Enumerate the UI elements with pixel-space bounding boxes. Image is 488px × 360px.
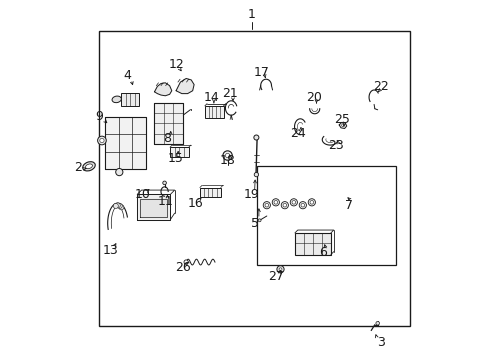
Circle shape — [258, 219, 261, 222]
Bar — [170, 147, 188, 157]
Circle shape — [116, 168, 122, 176]
Text: 13: 13 — [102, 244, 118, 257]
Bar — [121, 93, 139, 106]
Text: 11: 11 — [157, 195, 173, 208]
Circle shape — [113, 203, 118, 208]
Ellipse shape — [112, 96, 121, 103]
Circle shape — [341, 124, 344, 127]
Polygon shape — [153, 103, 183, 144]
Text: 25: 25 — [334, 113, 349, 126]
Circle shape — [276, 266, 284, 273]
Text: 6: 6 — [318, 246, 326, 258]
Circle shape — [291, 201, 295, 204]
Circle shape — [289, 199, 297, 206]
Circle shape — [163, 181, 166, 185]
Circle shape — [264, 203, 268, 207]
Text: 16: 16 — [187, 197, 203, 210]
Circle shape — [272, 199, 279, 206]
Text: 21: 21 — [222, 87, 238, 100]
Circle shape — [117, 203, 122, 208]
Text: 14: 14 — [203, 91, 219, 104]
Text: 3: 3 — [377, 336, 385, 349]
Circle shape — [254, 172, 258, 177]
Polygon shape — [140, 199, 167, 217]
Ellipse shape — [85, 164, 92, 169]
Text: 7: 7 — [344, 199, 352, 212]
Circle shape — [253, 135, 258, 140]
Circle shape — [100, 138, 104, 143]
Text: 15: 15 — [167, 152, 183, 165]
Text: 10: 10 — [135, 188, 151, 201]
Circle shape — [375, 321, 379, 325]
Bar — [99, 31, 409, 326]
Text: 19: 19 — [244, 188, 259, 201]
Polygon shape — [154, 83, 171, 96]
Text: 5: 5 — [251, 217, 259, 230]
Polygon shape — [104, 117, 146, 169]
Text: 9: 9 — [95, 111, 103, 123]
Text: 18: 18 — [219, 154, 235, 167]
Text: 2: 2 — [74, 161, 82, 174]
Text: 17: 17 — [253, 66, 269, 78]
Text: 4: 4 — [123, 69, 131, 82]
Circle shape — [223, 151, 232, 160]
Text: 12: 12 — [168, 58, 183, 71]
Polygon shape — [339, 122, 346, 129]
Circle shape — [281, 202, 288, 209]
Circle shape — [98, 136, 106, 145]
Ellipse shape — [82, 162, 95, 171]
Circle shape — [283, 203, 286, 207]
Circle shape — [183, 260, 188, 264]
Text: 26: 26 — [174, 261, 190, 274]
Circle shape — [263, 202, 270, 209]
Text: 27: 27 — [268, 270, 284, 283]
Bar — [204, 106, 223, 118]
Circle shape — [309, 201, 313, 204]
Circle shape — [307, 199, 315, 206]
Circle shape — [115, 203, 120, 208]
Polygon shape — [176, 78, 194, 94]
Circle shape — [301, 203, 304, 207]
Bar — [200, 188, 220, 197]
Text: 23: 23 — [328, 139, 344, 152]
Bar — [294, 233, 330, 255]
Text: 20: 20 — [305, 91, 321, 104]
Text: 8: 8 — [163, 132, 171, 145]
Text: 22: 22 — [373, 80, 388, 93]
Circle shape — [279, 268, 282, 271]
Circle shape — [273, 201, 277, 204]
Polygon shape — [137, 194, 170, 220]
Bar — [257, 166, 395, 265]
Text: 24: 24 — [289, 127, 305, 140]
Circle shape — [225, 153, 229, 158]
Circle shape — [299, 202, 306, 209]
Circle shape — [119, 205, 123, 210]
Text: 1: 1 — [247, 8, 255, 21]
